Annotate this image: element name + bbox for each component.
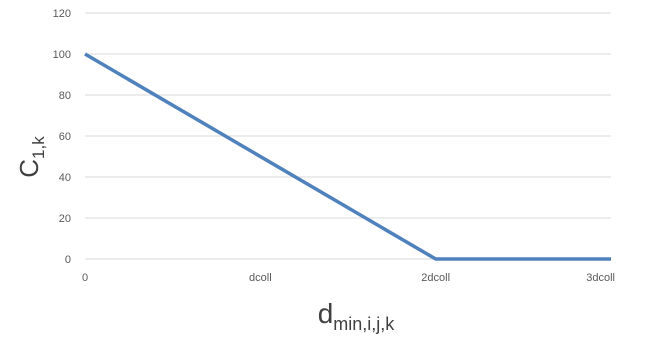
y-axis-title: C1,k [14, 136, 48, 178]
x-tick-label-1: dcoll [249, 272, 272, 284]
x-axis-title: dmin,i,j,k [318, 298, 396, 334]
y-tick-labels: 0 20 40 60 80 100 120 [53, 8, 71, 266]
x-axis-title-main: d [318, 298, 334, 329]
y-tick-label-0: 0 [65, 254, 71, 266]
y-axis-title-main: C [14, 159, 44, 178]
y-tick-label-5: 100 [53, 49, 71, 61]
y-tick-label-1: 20 [59, 213, 71, 225]
series-layer [84, 52, 611, 261]
y-tick-label-3: 60 [59, 131, 71, 143]
series-line-0 [84, 52, 611, 261]
x-tick-label-2: 2dcoll [421, 272, 450, 284]
x-axis-title-sub: min,i,j,k [333, 314, 395, 334]
y-axis-title-sub: 1,k [29, 136, 48, 159]
y-tick-label-4: 80 [59, 90, 71, 102]
x-tick-label-3: 3dcoll [586, 272, 615, 284]
x-tick-label-0: 0 [82, 272, 88, 284]
gridlines [85, 12, 611, 260]
y-tick-label-2: 40 [59, 172, 71, 184]
x-tick-labels: 0 dcoll 2dcoll 3dcoll [82, 272, 615, 284]
y-tick-label-6: 120 [53, 8, 71, 20]
